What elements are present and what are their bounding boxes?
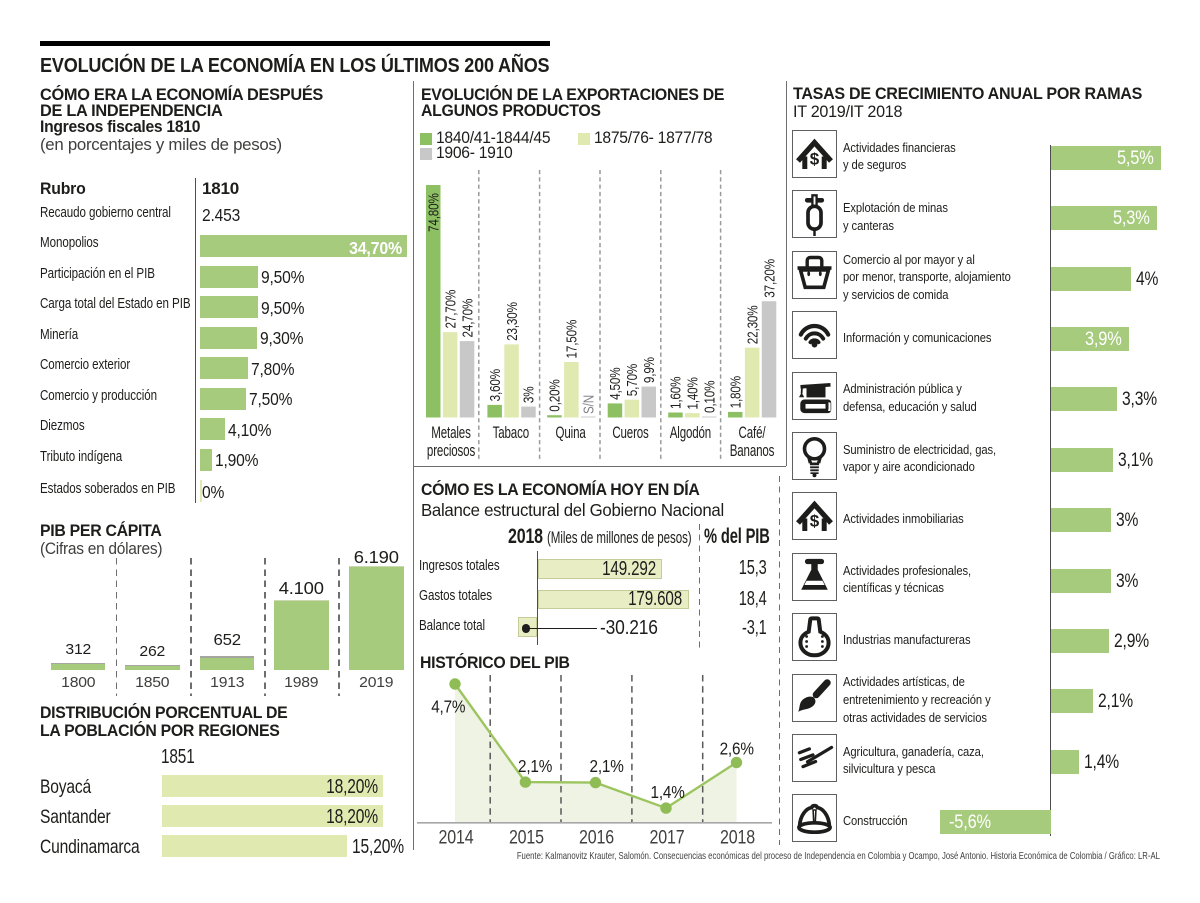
svg-text:Bananos: Bananos (730, 442, 775, 461)
svg-text:1,40%: 1,40% (684, 377, 701, 410)
svg-text:preciosos: preciosos (427, 442, 475, 461)
svg-text:1,80%: 1,80% (727, 376, 744, 409)
svg-text:1,4%: 1,4% (651, 782, 685, 802)
svg-text:2,1%: 2,1% (518, 756, 552, 776)
svg-text:$: $ (810, 512, 820, 531)
svg-text:24,70%: 24,70% (459, 299, 476, 338)
svg-text:Metales: Metales (431, 424, 470, 443)
svg-text:37,20%: 37,20% (761, 259, 778, 298)
svg-text:4,7%: 4,7% (431, 697, 465, 717)
svg-text:$: $ (810, 150, 820, 169)
svg-text:2,6%: 2,6% (720, 738, 754, 758)
svg-text:0,20%: 0,20% (546, 379, 563, 412)
svg-text:Café/: Café/ (739, 424, 766, 443)
svg-text:17,50%: 17,50% (563, 320, 580, 359)
svg-text:27,70%: 27,70% (442, 290, 459, 329)
svg-text:0,10%: 0,10% (701, 380, 718, 413)
svg-text:3,60%: 3,60% (487, 369, 504, 402)
svg-text:4,50%: 4,50% (607, 367, 624, 400)
svg-text:S/N: S/N (580, 395, 597, 414)
svg-text:2014: 2014 (439, 826, 474, 848)
svg-text:2017: 2017 (650, 826, 685, 848)
svg-text:2,1%: 2,1% (590, 756, 624, 776)
svg-text:Quina: Quina (556, 424, 586, 443)
svg-text:2016: 2016 (579, 826, 614, 848)
svg-text:2015: 2015 (509, 826, 544, 848)
svg-text:3%: 3% (520, 386, 537, 403)
svg-text:2018: 2018 (720, 826, 755, 848)
svg-text:23,30%: 23,30% (503, 302, 520, 341)
svg-text:Cueros: Cueros (612, 424, 648, 443)
svg-text:5,70%: 5,70% (624, 364, 641, 397)
svg-text:9,9%: 9,9% (641, 357, 658, 383)
svg-text:22,30%: 22,30% (744, 305, 761, 344)
svg-text:Algodón: Algodón (670, 424, 711, 443)
svg-text:Tabaco: Tabaco (493, 424, 530, 443)
svg-text:74,80%: 74,80% (425, 193, 442, 232)
svg-text:1,60%: 1,60% (667, 376, 684, 409)
